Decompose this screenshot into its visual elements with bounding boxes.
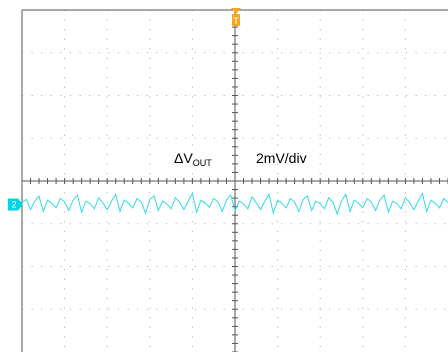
channel-label: 2 <box>11 200 16 210</box>
channel-marker: 2 <box>8 199 23 211</box>
signal-annotation: ΔVOUT <box>174 150 212 168</box>
delta-symbol: Δ <box>174 150 183 166</box>
center-axes <box>22 10 448 352</box>
trigger-label: T <box>233 16 239 26</box>
scale-annotation: 2mV/div <box>256 150 307 166</box>
signal-subscript: OUT <box>193 158 213 168</box>
trigger-marker: T <box>231 8 241 26</box>
trigger-arrow-icon <box>231 8 241 14</box>
